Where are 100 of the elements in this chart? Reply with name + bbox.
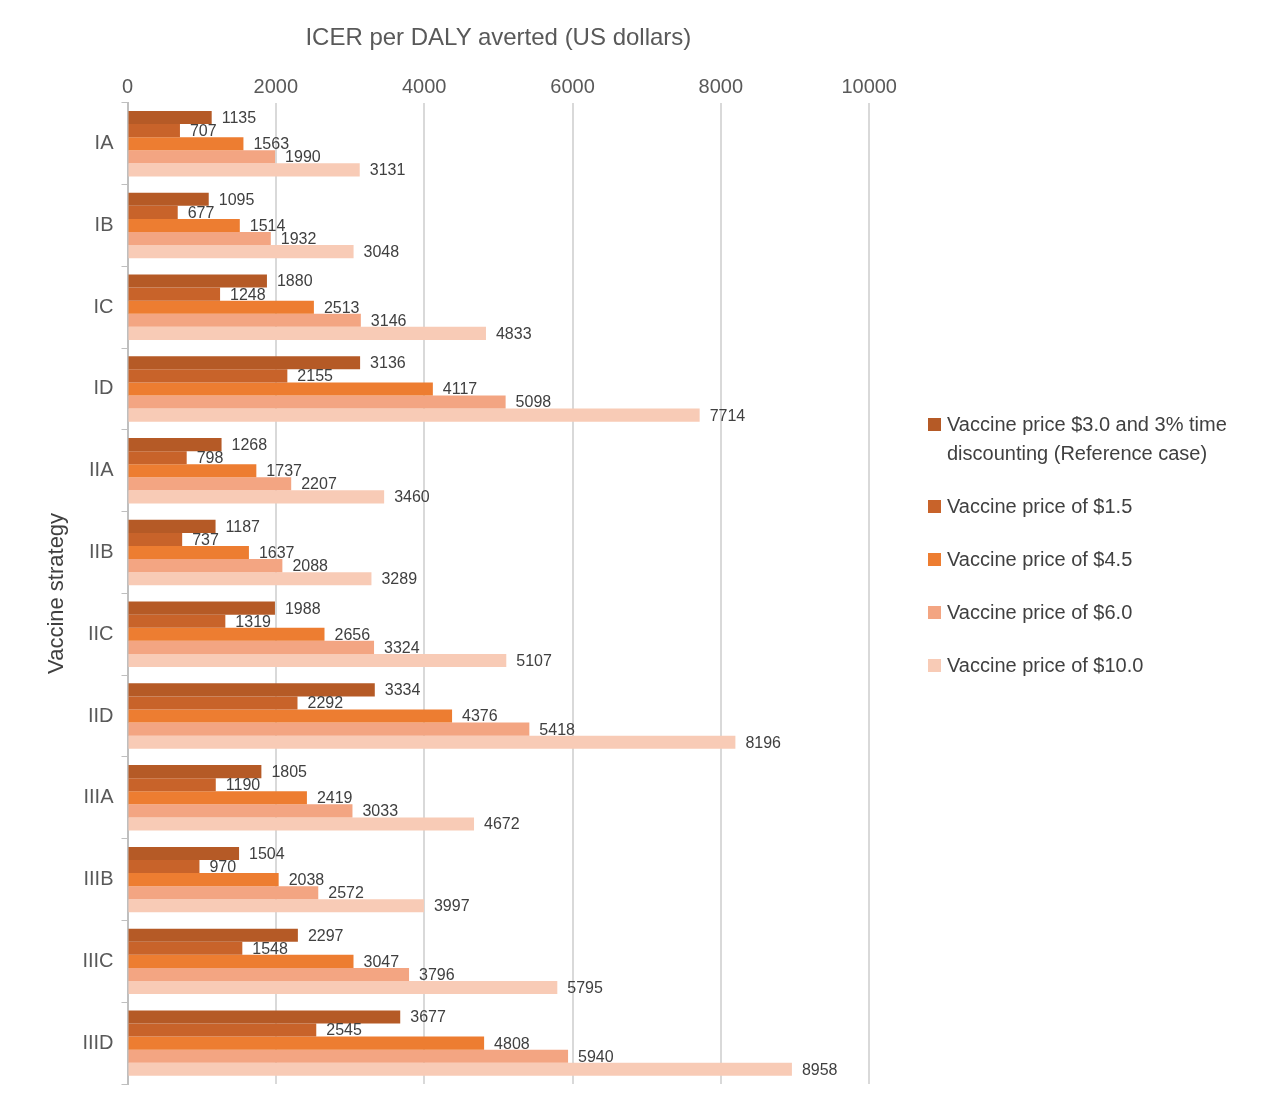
data-label: 1805 bbox=[271, 763, 308, 781]
bar bbox=[128, 490, 385, 504]
data-label: 2572 bbox=[328, 884, 364, 902]
y-tick-label: IIIC bbox=[82, 948, 114, 971]
data-label: 3997 bbox=[433, 897, 470, 915]
bar bbox=[128, 683, 375, 697]
legend-label: Vaccine price of $4.5 bbox=[947, 547, 1133, 572]
data-label: 4808 bbox=[494, 1034, 530, 1052]
bar bbox=[128, 124, 180, 138]
bar bbox=[128, 245, 354, 259]
legend-label: Vaccine price of $6.0 bbox=[947, 600, 1133, 625]
data-label: 1248 bbox=[230, 285, 266, 303]
data-label: 3136 bbox=[370, 354, 406, 372]
y-tick-label: IA bbox=[94, 131, 115, 154]
data-label: 2292 bbox=[307, 694, 344, 712]
y-tick-label: IIB bbox=[89, 540, 114, 563]
bar bbox=[128, 899, 424, 913]
y-tick-label: IB bbox=[94, 212, 114, 235]
data-label: 1135 bbox=[221, 108, 257, 126]
bar bbox=[128, 1049, 569, 1063]
data-label: 2038 bbox=[288, 870, 325, 888]
data-label: 2297 bbox=[307, 926, 344, 944]
bar bbox=[128, 274, 267, 288]
bar bbox=[128, 438, 222, 452]
data-label: 3289 bbox=[381, 570, 418, 588]
bar bbox=[128, 886, 319, 900]
data-label: 5940 bbox=[578, 1047, 614, 1065]
y-tick-label: ID bbox=[93, 376, 114, 399]
bar bbox=[128, 137, 244, 151]
bar bbox=[128, 545, 249, 560]
bar bbox=[128, 382, 433, 396]
bar bbox=[128, 928, 298, 942]
bar bbox=[128, 967, 410, 981]
x-tick-label: 6000 bbox=[550, 75, 595, 98]
data-label: 1737 bbox=[266, 462, 303, 480]
bar bbox=[128, 804, 353, 818]
y-axis-title: Vaccine strategy bbox=[43, 512, 69, 674]
data-label: 798 bbox=[196, 449, 224, 467]
data-label: 737 bbox=[192, 530, 219, 548]
bar bbox=[128, 110, 212, 125]
bar bbox=[128, 369, 288, 383]
bar bbox=[128, 954, 354, 968]
y-tick-label: IC bbox=[93, 294, 114, 317]
data-label: 2545 bbox=[326, 1021, 362, 1039]
data-label: 4117 bbox=[442, 380, 478, 398]
data-label: 8196 bbox=[745, 733, 782, 751]
data-label: 707 bbox=[189, 122, 217, 140]
bar bbox=[128, 532, 183, 546]
data-label: 3460 bbox=[394, 488, 430, 506]
data-label: 3324 bbox=[384, 638, 420, 656]
bar bbox=[128, 326, 486, 340]
y-tick-label: IIIB bbox=[83, 867, 114, 890]
x-tick-label: 8000 bbox=[698, 75, 744, 98]
legend-label: Vaccine price $3.0 and 3% time discounting (Reference case) bbox=[947, 412, 1228, 466]
data-label: 2155 bbox=[297, 367, 334, 385]
data-label: 3048 bbox=[363, 243, 400, 261]
bar bbox=[128, 205, 178, 219]
data-label: 2207 bbox=[301, 475, 337, 493]
data-label: 1988 bbox=[284, 599, 321, 617]
bar bbox=[128, 1010, 401, 1024]
data-label: 1990 bbox=[285, 148, 321, 166]
bar bbox=[128, 300, 314, 314]
y-tick-label: IID bbox=[87, 703, 114, 726]
data-label: 3033 bbox=[362, 802, 399, 820]
bar bbox=[128, 696, 298, 710]
bar bbox=[128, 192, 209, 206]
bar bbox=[128, 464, 257, 478]
bar bbox=[128, 873, 279, 887]
data-label: 5098 bbox=[515, 393, 552, 411]
data-label: 3796 bbox=[419, 965, 455, 983]
bar bbox=[128, 778, 216, 792]
bar bbox=[128, 395, 506, 409]
data-label: 1190 bbox=[225, 776, 261, 794]
bar bbox=[128, 980, 558, 995]
bar bbox=[128, 477, 292, 491]
bar bbox=[128, 1036, 485, 1050]
data-label: 1319 bbox=[235, 612, 272, 630]
data-label: 1880 bbox=[276, 272, 313, 290]
bar bbox=[128, 451, 187, 465]
data-label: 3131 bbox=[369, 161, 406, 179]
data-label: 3334 bbox=[384, 681, 421, 699]
data-label: 1095 bbox=[218, 190, 255, 208]
bar bbox=[128, 601, 275, 615]
bar bbox=[128, 356, 361, 370]
bar bbox=[128, 859, 200, 874]
x-tick-label: 4000 bbox=[401, 75, 447, 98]
bar bbox=[128, 559, 283, 573]
data-label: 1637 bbox=[258, 543, 295, 561]
bar bbox=[128, 287, 221, 301]
data-label: 1548 bbox=[252, 939, 289, 957]
data-label: 3677 bbox=[410, 1008, 446, 1026]
bar bbox=[128, 408, 700, 422]
bar bbox=[128, 150, 276, 164]
bar bbox=[128, 709, 453, 723]
data-label: 2656 bbox=[334, 625, 371, 643]
data-label: 2088 bbox=[292, 557, 329, 575]
legend-label: Vaccine price of $1.5 bbox=[947, 494, 1133, 519]
bar bbox=[128, 1062, 792, 1076]
data-label: 1187 bbox=[225, 517, 261, 535]
bar bbox=[128, 163, 360, 177]
